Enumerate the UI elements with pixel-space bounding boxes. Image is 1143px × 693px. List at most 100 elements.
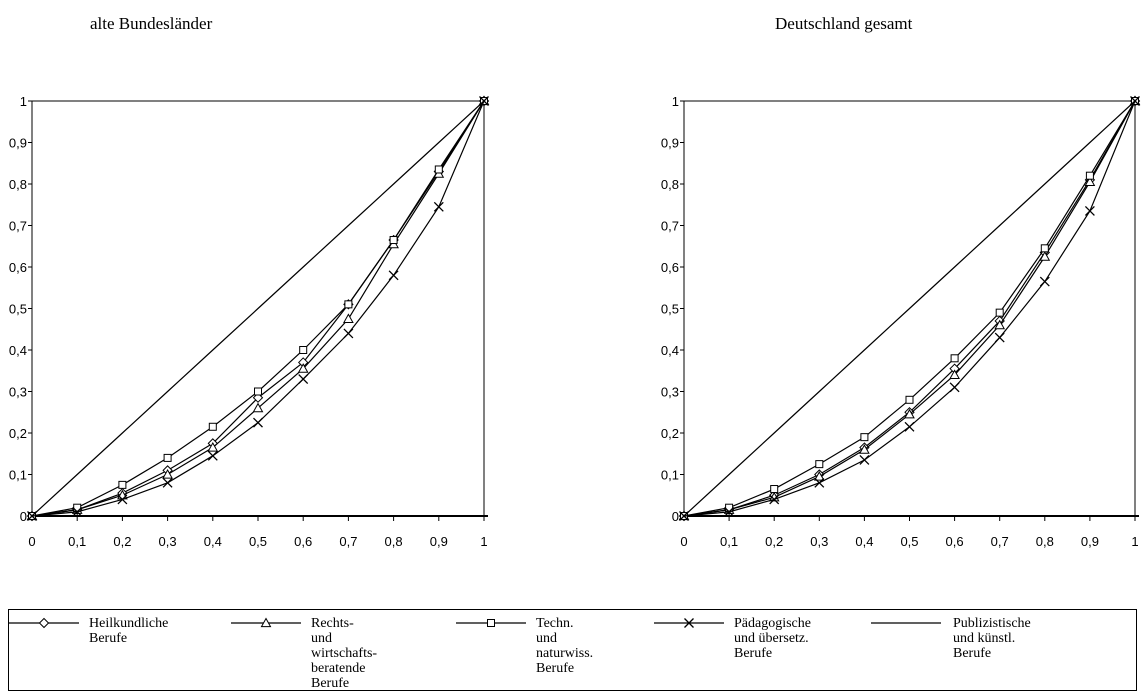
chart-title-right: Deutschland gesamt [775,14,913,33]
data-point-x [724,506,735,517]
x-tick-label: 1 [1131,534,1138,549]
y-tick-label: 0,9 [9,136,27,151]
data-point-x [162,477,173,488]
x-tick-label: 0,6 [294,534,312,549]
series-publizistische [31,100,485,517]
legend-label: Pädagogische und übersetz. Berufe [734,616,811,661]
data-point-x [117,494,128,505]
data-point-x [343,328,354,339]
x-tick-label: 0,2 [113,534,131,549]
legend-marker-square [487,619,495,627]
y-tick-label: 0,6 [9,260,27,275]
data-point-square [1040,244,1049,253]
data-point-x [207,450,218,461]
legend-marker-diamond-icon [9,617,79,629]
y-tick-label: 1 [672,94,679,109]
x-tick-label: 0,4 [204,534,222,549]
legend-marker-line-icon [871,622,941,624]
y-tick-label: 0,6 [661,260,679,275]
x-tick-label: 0,3 [159,534,177,549]
data-point-x [72,506,83,517]
legend-label: Techn. und naturwiss. Berufe [536,616,594,676]
data-point-x [814,477,825,488]
chart-title-left: alte Bundesländer [90,14,213,33]
x-tick-label: 1 [480,534,487,549]
data-point-triangle [1084,176,1096,187]
data-point-x [949,382,960,393]
y-tick-label: 0,3 [661,385,679,400]
legend-marker-diamond [38,617,50,629]
y-tick-label: 0,8 [661,177,679,192]
data-point-triangle [994,319,1006,330]
y-tick-label: 0,3 [9,385,27,400]
data-point-x [1084,206,1095,216]
legend-marker-x [684,618,694,628]
legend-label: Publizistische und künstl. Berufe [953,616,1031,661]
data-point-x [994,332,1005,343]
y-tick-label: 0,5 [661,302,679,317]
x-tick-label: 0 [28,534,35,549]
x-tick-label: 0,1 [720,534,738,549]
data-point-triangle [904,408,915,419]
legend-marker-triangle-icon [231,617,301,628]
data-point-square [950,354,959,363]
legend-marker-triangle [260,617,272,628]
y-tick-label: 0,5 [9,302,27,317]
chart-right: 0 0,1 0,2 0,3 0,4 0,5 0,6 0,7 0,8 0,9 1 0 0,1 0,2 0,3 0… [661,94,1141,549]
data-point-triangle [1039,251,1051,261]
series-line [31,100,485,517]
x-tick-label: 0,3 [810,534,828,549]
data-point-square [995,308,1004,317]
data-point-x [433,201,444,212]
legend-label: Heilkundliche Berufe [89,616,169,646]
y-tick-label: 0,7 [9,219,27,234]
x-tick-label: 0,8 [1036,534,1054,549]
data-point-square [254,387,262,396]
y-tick-label: 0 [20,509,27,524]
y-tick-label: 0,4 [661,343,679,358]
legend: Heilkundliche Berufe Rechts- und wirtsch… [8,609,1137,691]
data-point-square [163,453,172,462]
legend-marker-square-icon [456,619,526,627]
x-tick-label: 0,5 [900,534,918,549]
x-tick-label: 0,9 [1081,534,1099,549]
legend-marker-x-icon [654,618,724,628]
x-tick-label: 0,7 [991,534,1009,549]
data-point-square [344,300,353,309]
x-tick-label: 0,2 [765,534,783,549]
legend-label: Rechts- und wirtschafts- beratende Beruf… [311,616,378,691]
x-tick-label: 0,4 [855,534,873,549]
data-point-x [253,417,263,428]
data-point-triangle [813,471,825,481]
y-tick-label: 0,9 [661,136,679,151]
data-point-square [434,165,443,174]
data-point-square [208,422,217,431]
data-point-square [905,395,914,404]
data-point-square [1085,171,1094,180]
chart-left: 0 0,1 0,2 0,3 0,4 0,5 0,6 0,7 0,8 0,9 1 0 0,1 0,2 0,3 0… [9,94,490,549]
y-tick-label: 0,1 [9,468,27,483]
x-tick-label: 0,7 [339,534,357,549]
x-tick-label: 0,9 [430,534,448,549]
data-point-triangle [859,444,870,454]
data-point-triangle [949,369,960,379]
data-point-x [859,455,870,465]
data-point-square [389,236,398,245]
data-point-x [388,270,399,281]
data-point-square [815,460,824,469]
y-tick-label: 0,1 [661,468,679,483]
x-tick-label: 0,1 [68,534,86,549]
data-point-triangle [162,468,173,479]
series-line [683,100,1136,517]
data-point-x [769,494,780,505]
x-tick-label: 0,6 [946,534,964,549]
data-point-square [860,433,869,442]
data-point-x [1039,276,1050,287]
data-point-triangle [207,441,219,452]
y-tick-label: 0,7 [661,219,679,234]
y-tick-label: 0 [672,509,679,524]
x-tick-label: 0 [680,534,687,549]
y-tick-label: 1 [20,94,27,109]
data-point-triangle [252,402,264,413]
y-tick-label: 0,4 [9,343,27,358]
